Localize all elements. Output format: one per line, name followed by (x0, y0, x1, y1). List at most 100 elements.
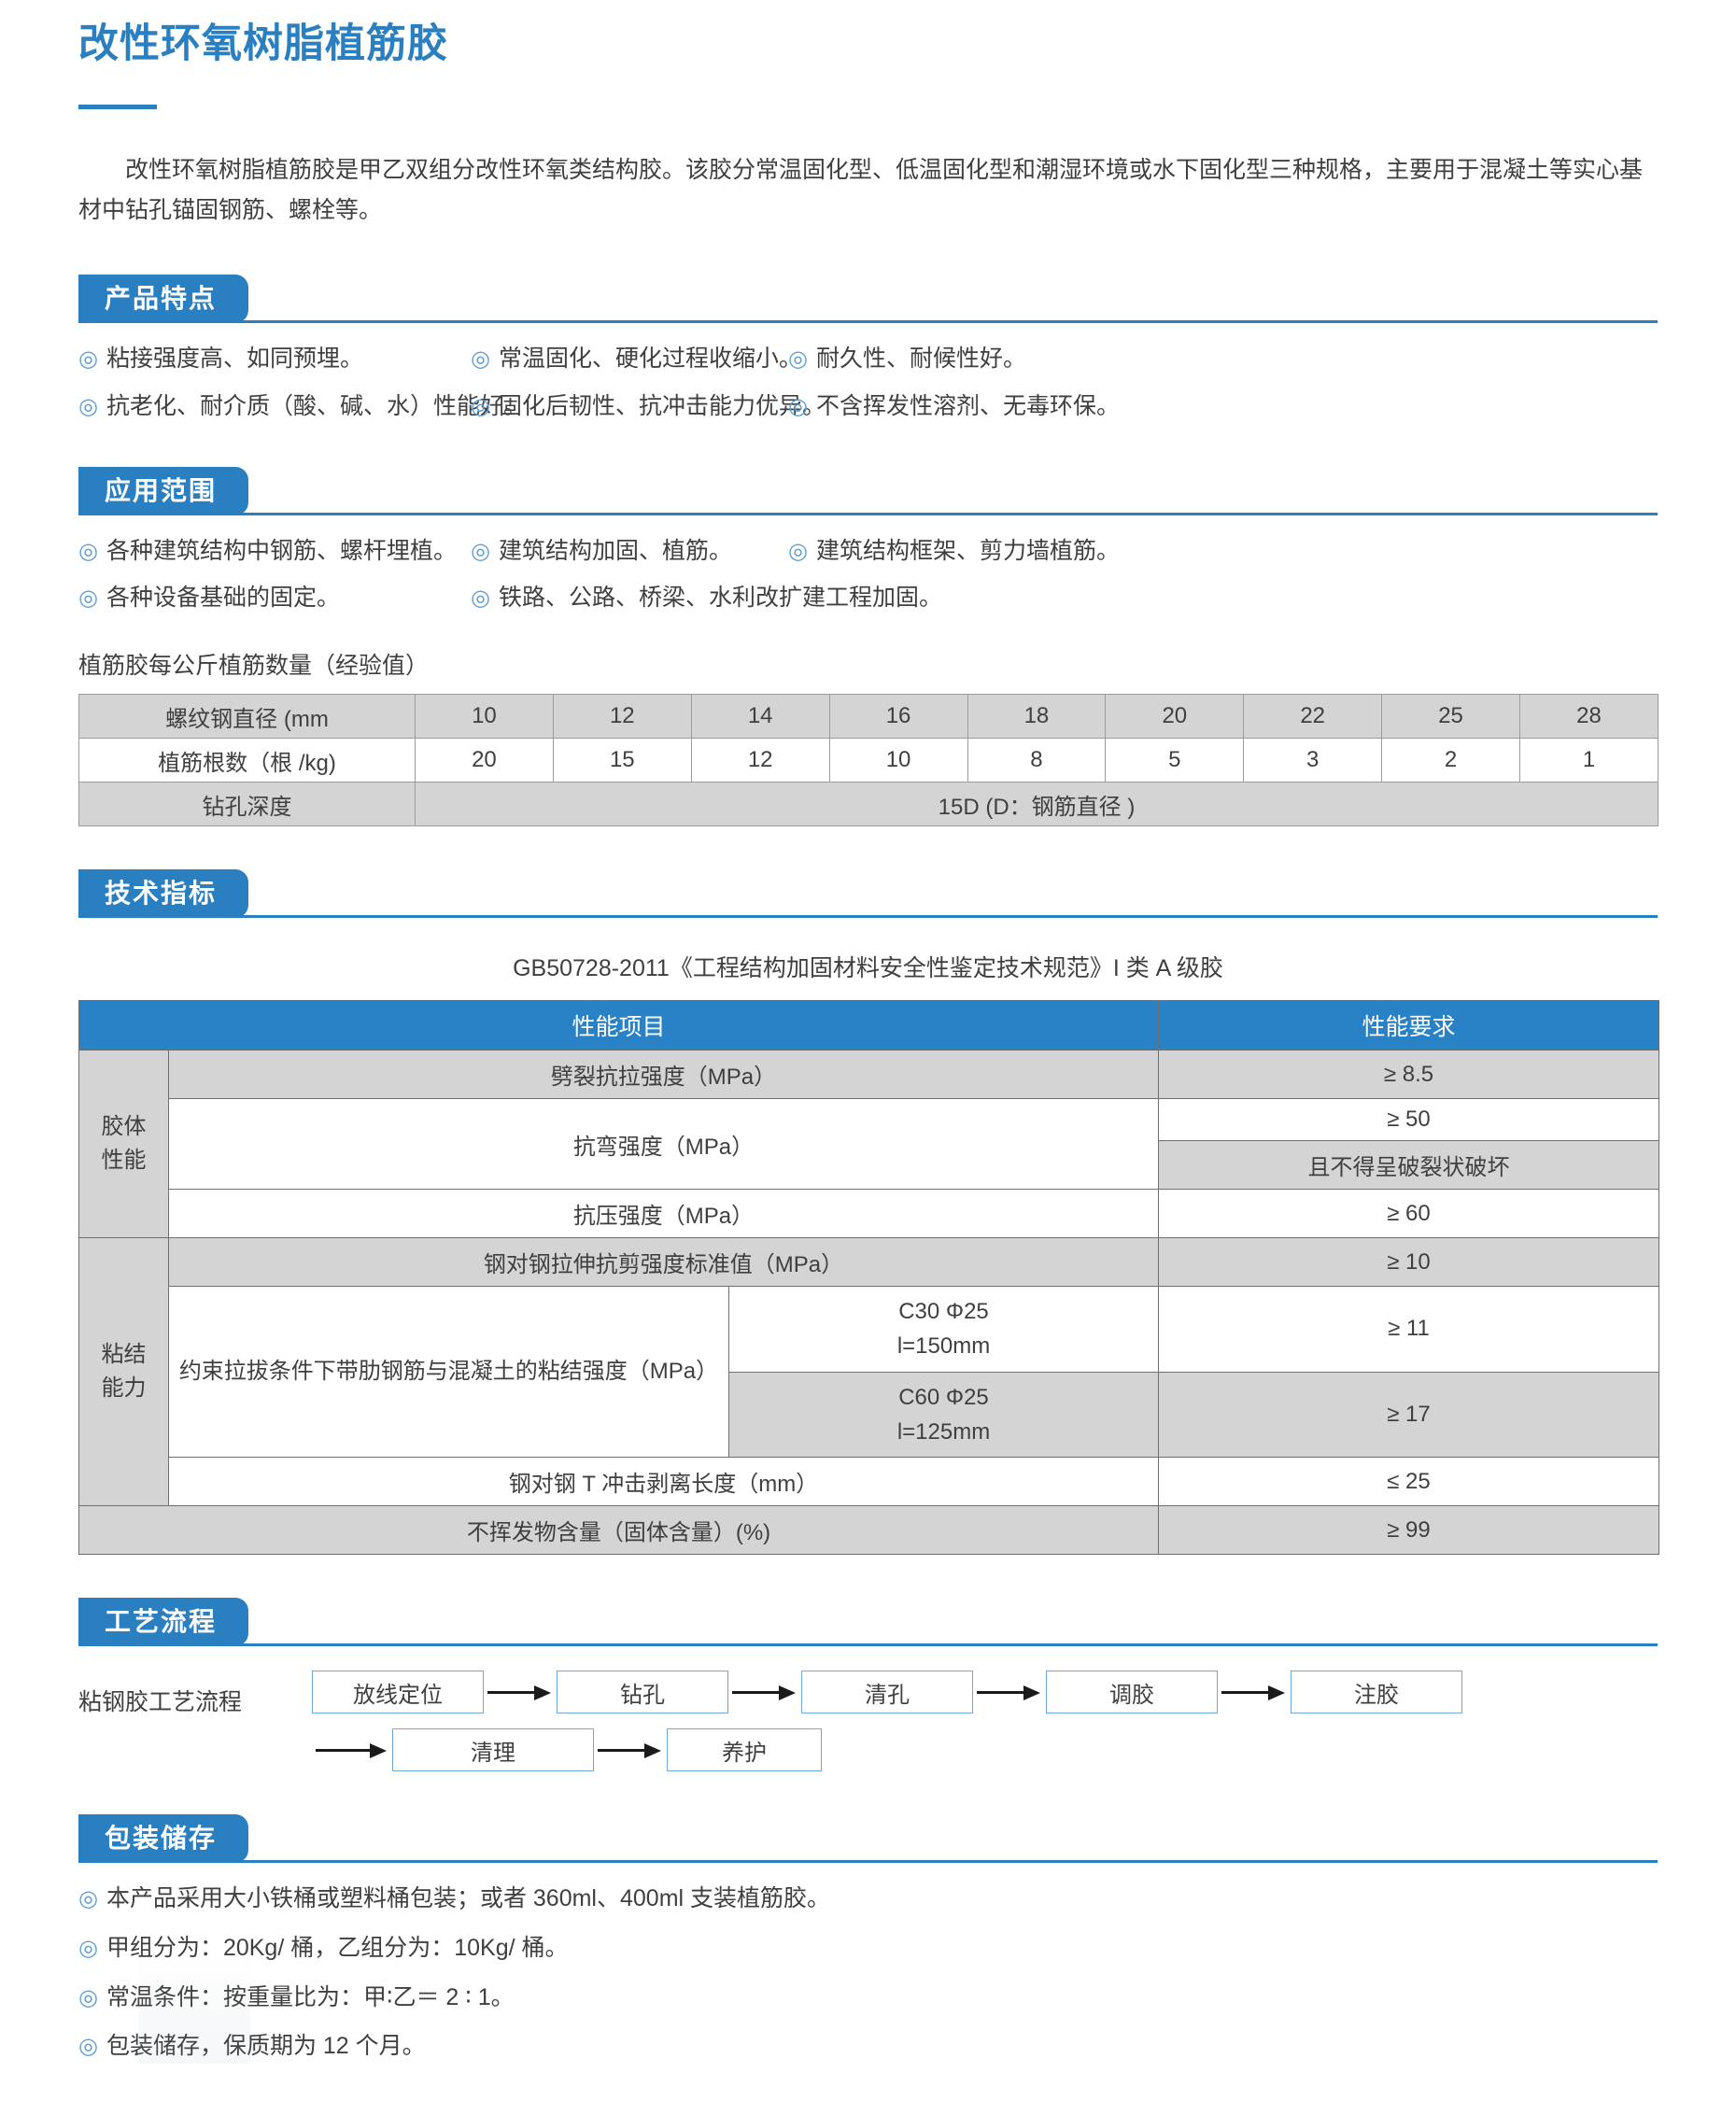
features-list: ◎ 粘接强度高、如同预埋。 ◎ 常温固化、硬化过程收缩小。 ◎ 耐久性、耐候性好。 ◎… (78, 342, 1658, 424)
cell: 16 (828, 694, 968, 740)
item-value: ≥ 60 (1158, 1189, 1659, 1239)
packaging-list: ◎ 本产品采用大小铁桶或塑料桶包装；或者 360ml、400ml 支装植筋胶。 ◎… (78, 1882, 1658, 2064)
cell: 3 (1243, 738, 1383, 783)
packaging-text: 常温条件：按重量比为：甲∶乙＝ 2 ∶ 1。 (106, 1983, 515, 2010)
bullet-circle-icon: ◎ (471, 585, 490, 612)
table-row: 抗弯强度（MPa） ≥ 50 (79, 1098, 1659, 1191)
condition-line: l=125mm (896, 1418, 991, 1445)
condition-line: C60 Φ25 (898, 1384, 989, 1410)
standard-reference: GB50728-2011《工程结构加固材料安全性鉴定技术规范》I 类 A 级胶 (513, 955, 1223, 982)
flow-step-box: 调胶 (1046, 1671, 1218, 1714)
list-item: ◎ 耐久性、耐候性好。 (788, 342, 1658, 376)
column-header-requirement: 性能要求 (1158, 1000, 1659, 1051)
category-line: 胶体 (101, 1114, 147, 1140)
test-condition: C60 Φ25 l=125mm (728, 1371, 1159, 1459)
cell: 20 (1105, 694, 1245, 740)
feature-text: 粘接强度高、如同预埋。 (106, 345, 363, 373)
list-item: ◎ 各种设备基础的固定。 (78, 581, 471, 615)
bullet-circle-icon: ◎ (78, 538, 98, 564)
cell: 22 (1243, 694, 1383, 740)
cell: 2 (1381, 738, 1520, 783)
section-header-tech: 技术指标 (78, 869, 1658, 919)
cell: 18 (967, 694, 1107, 740)
packaging-text: 本产品采用大小铁桶或塑料桶包装；或者 360ml、400ml 支装植筋胶。 (106, 1885, 831, 1912)
item-name: 抗压强度（MPa） (168, 1189, 1159, 1239)
flow-step-box: 养护 (667, 1728, 822, 1772)
item-value: ≥ 8.5 (1158, 1050, 1659, 1100)
item-value-note: 且不得呈破裂状破坏 (1158, 1140, 1659, 1191)
section-rule (78, 1643, 1658, 1647)
feature-text: 耐久性、耐候性好。 (815, 345, 1026, 373)
flow-step-box: 放线定位 (312, 1671, 484, 1714)
section-header-packaging: 包装储存 (78, 1814, 1658, 1864)
packaging-text: 包装储存，保质期为 12 个月。 (106, 2033, 426, 2060)
cell: 10 (828, 738, 968, 783)
arrow-right-icon (312, 1743, 392, 1759)
category-line: 粘结 (101, 1342, 147, 1368)
cell: 10 (415, 694, 554, 740)
list-item: ◎ 常温固化、硬化过程收缩小。 (471, 342, 802, 376)
item-value: ≥ 99 (1158, 1505, 1659, 1556)
condition-line: C30 Φ25 (898, 1299, 989, 1325)
cell: 12 (690, 738, 830, 783)
packaging-text: 甲组分为：20Kg/ 桶，乙组分为：10Kg/ 桶。 (106, 1934, 569, 1961)
section-rule (78, 915, 1658, 919)
section-tab-tech: 技术指标 (78, 869, 249, 919)
cell: 5 (1105, 738, 1245, 783)
bullet-circle-icon: ◎ (78, 346, 98, 373)
section-tab-process: 工艺流程 (78, 1598, 249, 1647)
table-row: 植筋根数（根 /kg) 20 15 12 10 8 5 3 2 1 (78, 738, 1658, 783)
section-tab-application: 应用范围 (78, 466, 249, 515)
list-item: ◎ 本产品采用大小铁桶或塑料桶包装；或者 360ml、400ml 支装植筋胶。 (78, 1882, 1658, 1916)
list-item: ◎ 包装储存，保质期为 12 个月。 (78, 2029, 1658, 2064)
list-item: ◎ 不含挥发性溶剂、无毒环保。 (788, 389, 1658, 424)
flow-step-box: 注胶 (1291, 1671, 1462, 1714)
flow-step-box: 清孔 (801, 1671, 973, 1714)
list-item: ◎ 建筑结构框架、剪力墙植筋。 (788, 534, 1658, 569)
list-item: ◎ 抗老化、耐介质（酸、碱、水）性能好。 (78, 389, 527, 424)
list-item: ◎ 粘接强度高、如同预埋。 (78, 342, 471, 376)
rebar-table-caption: 植筋胶每公斤植筋数量（经验值） (78, 653, 430, 680)
bullet-circle-icon: ◎ (78, 393, 98, 419)
title-underline (78, 104, 157, 109)
feature-text: 常温固化、硬化过程收缩小。 (498, 345, 802, 373)
feature-text: 固化后韧性、抗冲击能力优异。 (498, 392, 826, 419)
table-row: 抗压强度（MPa） ≥ 60 (79, 1189, 1659, 1239)
item-name: 劈裂抗拉强度（MPa） (168, 1050, 1159, 1100)
table-row: 约束拉拔条件下带肋钢筋与混凝土的粘结强度（MPa） C30 Φ25 l=150m… (79, 1286, 1659, 1459)
arrow-right-icon (1218, 1685, 1291, 1701)
cell: 15 (552, 738, 692, 783)
category-bonding: 粘结 能力 (78, 1237, 169, 1507)
flow-step-box: 钻孔 (557, 1671, 728, 1714)
flow-step-box: 清理 (392, 1728, 594, 1772)
condition-line: l=150mm (896, 1333, 991, 1360)
bullet-circle-icon: ◎ (78, 2034, 98, 2060)
bullet-circle-icon: ◎ (78, 585, 98, 612)
bullet-circle-icon: ◎ (78, 1935, 98, 1961)
bullet-circle-icon: ◎ (78, 1984, 98, 2010)
feature-text: 不含挥发性溶剂、无毒环保。 (815, 392, 1120, 419)
table-row: 钢对钢 T 冲击剥离长度（mm） ≤ 25 (79, 1457, 1659, 1507)
item-value: ≥ 50 (1158, 1098, 1659, 1142)
page-title: 改性环氧树脂植筋胶 (78, 21, 448, 66)
cell: 25 (1381, 694, 1520, 740)
flow-diagram-label: 粘钢胶工艺流程 (78, 1689, 243, 1716)
rebar-quantity-table: 螺纹钢直径 (mm 10 12 14 16 18 20 22 25 28 植筋根… (78, 694, 1658, 827)
item-value: ≥ 17 (1158, 1371, 1659, 1459)
arrow-right-icon (973, 1685, 1046, 1701)
section-header-process: 工艺流程 (78, 1598, 1658, 1647)
table-row: 钻孔深度 15D (D：钢筋直径 ) (78, 782, 1658, 827)
list-item: ◎ 常温条件：按重量比为：甲∶乙＝ 2 ∶ 1。 (78, 1981, 1658, 2015)
drill-depth-value: 15D (D：钢筋直径 ) (415, 782, 1658, 827)
application-text: 各种设备基础的固定。 (106, 585, 340, 612)
section-header-features: 产品特点 (78, 275, 1658, 324)
bullet-circle-icon: ◎ (471, 538, 490, 564)
item-value: ≥ 11 (1158, 1286, 1659, 1373)
intro-paragraph: 改性环氧树脂植筋胶是甲乙双组分改性环氧类结构胶。该胶分常温固化型、低温固化型和潮… (78, 156, 1644, 224)
cell: 14 (690, 694, 830, 740)
application-text: 铁路、公路、桥梁、水利改扩建工程加固。 (498, 585, 942, 612)
table-row: 粘结 能力 钢对钢拉伸抗剪强度标准值（MPa） ≥ 10 (78, 1237, 1659, 1507)
arrow-right-icon (594, 1743, 667, 1759)
list-item: ◎ 各种建筑结构中钢筋、螺杆埋植。 (78, 534, 471, 569)
